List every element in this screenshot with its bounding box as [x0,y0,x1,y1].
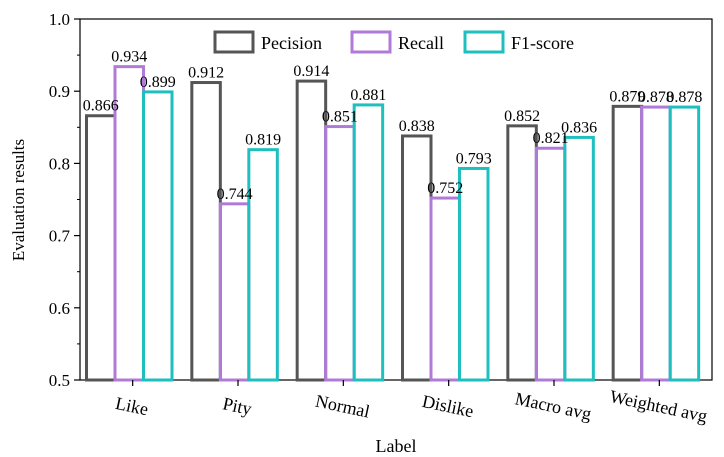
legend-label: F1-score [511,33,574,53]
y-axis: 0.5 0.6 0.7 0.8 0.9 1.0 [49,10,80,390]
bar-recall-normal [326,127,355,380]
value-label: 0.852 [504,108,540,125]
bar-recall-weighted-avg [642,107,671,380]
value-label: 0.836 [561,119,597,136]
x-tick-label: Weighted avg [608,386,709,426]
bar-f1-score-like [144,92,173,380]
x-tick-label: Pity [221,393,254,419]
value-label: 0.793 [456,150,492,167]
value-label: 0.851 [322,109,358,126]
value-label: 0.866 [83,98,119,115]
legend-swatch-pecision [215,32,253,52]
value-label: 0.934 [111,49,147,66]
value-label: 0.752 [427,180,463,197]
bar-f1-score-normal [354,105,383,380]
bar-pecision-pity [192,83,221,380]
x-axis-label: Label [376,436,417,456]
bars [87,67,699,380]
bar-recall-macro-avg [536,148,565,380]
bar-pecision-macro-avg [508,126,537,380]
y-axis-label: Evaluation results [9,139,28,261]
value-label: 0.912 [188,65,224,82]
value-label: 0.878 [666,89,702,106]
value-label: 0.744 [217,186,253,203]
bar-f1-score-weighted-avg [670,107,699,380]
x-tick-label: Like [114,393,150,419]
bar-recall-dislike [431,198,460,380]
y-tick-label: 1.0 [49,10,70,29]
x-axis: Like Pity Normal Dislike Macro avg Weighted a… [114,380,709,426]
y-tick-label: 0.9 [49,82,70,101]
legend-swatch-f1-score [465,32,503,52]
y-tick-label: 0.6 [49,299,70,318]
x-tick-label: Normal [314,391,372,422]
legend: Pecision Recall F1-score [215,32,574,53]
legend-label: Recall [398,33,444,53]
y-tick-label: 0.8 [49,154,70,173]
value-label: 0.819 [245,132,281,149]
value-labels: 0.866 0.934 0.899 0.912 0.744 0.819 0.914 0.851… [83,49,703,203]
y-tick-label: 0.7 [49,227,71,246]
legend-swatch-recall [352,32,390,52]
x-tick-label: Macro avg [513,388,593,424]
x-tick-label: Dislike [420,391,475,421]
bar-pecision-normal [297,81,326,380]
bar-pecision-like [87,116,116,380]
bar-f1-score-pity [249,150,277,380]
value-label: 0.881 [350,87,386,104]
bar-pecision-weighted-avg [613,106,642,380]
bar-f1-score-dislike [460,168,489,380]
bar-recall-pity [220,204,249,380]
value-label: 0.914 [293,63,329,80]
bar-recall-like [115,67,144,380]
y-tick-label: 0.5 [49,371,70,390]
legend-label: Pecision [261,33,322,53]
bar-pecision-dislike [403,136,432,380]
value-label: 0.838 [399,118,435,135]
value-label: 0.899 [140,74,176,91]
bar-f1-score-macro-avg [565,137,594,380]
